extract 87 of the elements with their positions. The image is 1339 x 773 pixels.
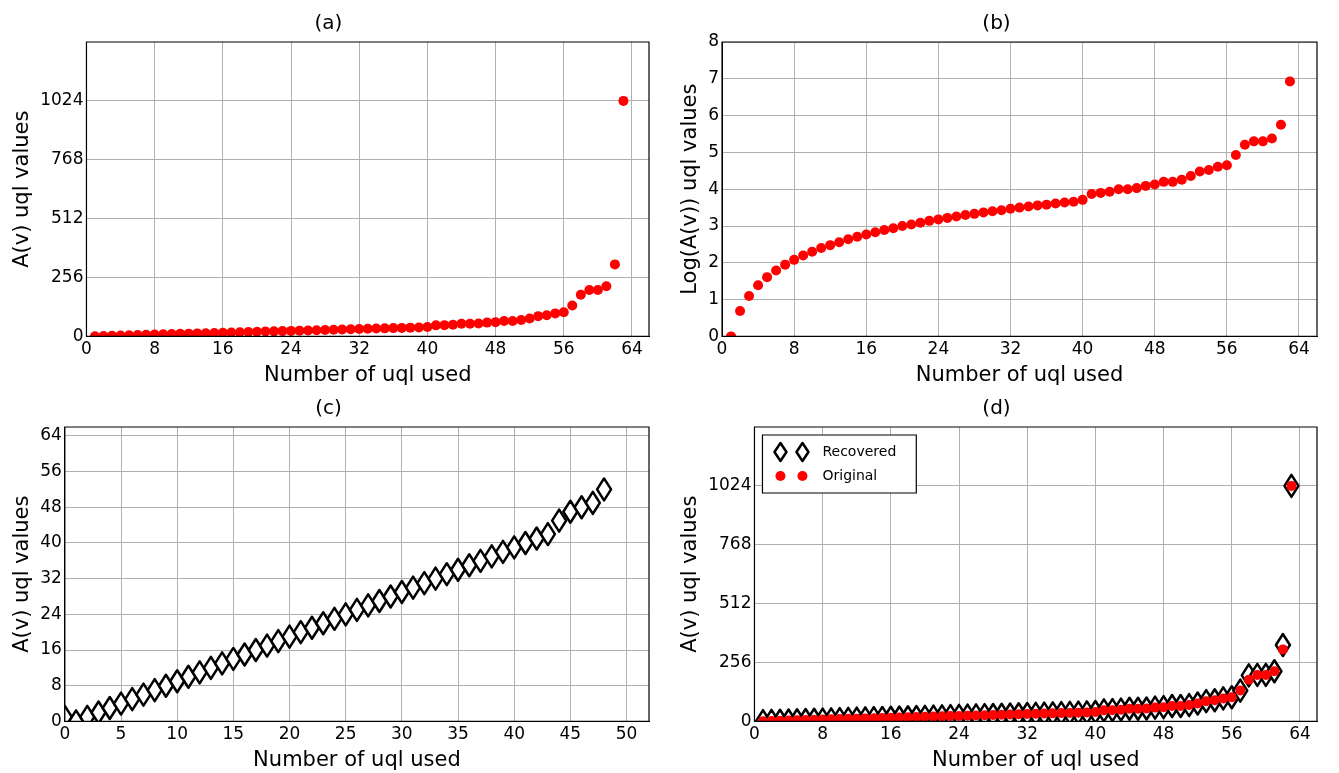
x-tick-label: 48: [1152, 723, 1175, 744]
y-tick-label: 5: [708, 140, 720, 161]
y-tick-label: 4: [708, 177, 720, 198]
y-axis-title: A(v) uql values: [677, 495, 702, 653]
chart-title: (b): [982, 10, 1011, 35]
x-tick-label: 40: [503, 723, 526, 744]
y-tick-label: 1: [708, 288, 720, 309]
x-tick-label: 16: [212, 338, 234, 359]
point: [449, 557, 467, 582]
y-tick-label: 3: [708, 214, 720, 235]
point: [213, 651, 231, 676]
point: [303, 615, 321, 640]
x-axis-title: Number of uql used: [931, 746, 1140, 771]
x-tick-label: 56: [1216, 338, 1238, 359]
x-tick-label: 48: [1143, 338, 1166, 359]
y-tick-label: 48: [40, 495, 62, 516]
x-tick-label: 24: [927, 338, 950, 359]
y-tick-label: 24: [40, 602, 62, 623]
x-axis-title: Number of uql used: [263, 361, 472, 386]
y-tick-label: 512: [51, 207, 84, 228]
x-tick-label: 56: [552, 338, 575, 359]
x-tick-label: 5: [115, 723, 127, 744]
y-tick-label: 16: [40, 638, 62, 659]
point: [314, 611, 332, 636]
x-tick-label: 50: [615, 723, 638, 744]
x-tick-label: 8: [817, 723, 829, 744]
x-tick-label: 16: [855, 338, 878, 359]
x-tick-label: 64: [1288, 338, 1310, 359]
x-tick-label: 64: [1289, 723, 1311, 744]
y-tick-label: 40: [40, 531, 62, 552]
point: [90, 700, 107, 722]
point: [505, 535, 523, 560]
y-axis-title: Log(A(v)) uql values: [677, 83, 702, 295]
chart-title: (c): [315, 395, 342, 420]
y-tick-label: 512: [719, 592, 752, 613]
point: [550, 508, 568, 533]
y-tick-label: 2: [708, 251, 720, 272]
x-axis-title: Number of uql used: [915, 361, 1124, 386]
y-tick-label: 768: [51, 148, 84, 169]
y-tick-label: 7: [708, 67, 720, 88]
x-tick-label: 8: [788, 338, 800, 359]
y-tick-label: 1024: [708, 474, 752, 495]
x-tick-label: 8: [149, 338, 161, 359]
point: [112, 691, 130, 716]
chart-title: (d): [982, 395, 1011, 420]
y-tick-label: 8: [708, 30, 720, 51]
x-tick-label: 10: [166, 723, 188, 744]
point: [168, 669, 186, 694]
y-tick-label: 64: [40, 424, 62, 445]
legend-label: Original: [822, 466, 878, 483]
x-tick-label: 64: [621, 338, 643, 359]
y-tick-label: 0: [51, 709, 62, 730]
x-tick-label: 32: [1016, 723, 1039, 744]
x-tick-label: 40: [1084, 723, 1107, 744]
x-tick-label: 56: [1220, 723, 1243, 744]
x-tick-label: 40: [416, 338, 439, 359]
y-tick-label: 1024: [40, 89, 84, 110]
y-tick-label: 6: [708, 104, 720, 125]
chart-title: (a): [314, 10, 343, 35]
point: [404, 575, 422, 600]
x-tick-label: 24: [280, 338, 302, 359]
x-tick-label: 16: [880, 723, 902, 744]
legend-label: Recovered: [822, 442, 897, 459]
x-tick-label: 25: [334, 723, 357, 744]
y-tick-label: 256: [51, 265, 84, 286]
y-tick-label: 768: [719, 533, 752, 554]
x-tick-label: 32: [348, 338, 371, 359]
x-tick-label: 48: [484, 338, 507, 359]
y-tick-label: 8: [51, 674, 62, 695]
x-tick-label: 15: [222, 723, 245, 744]
x-tick-label: 40: [1071, 338, 1094, 359]
y-tick-label: 32: [40, 567, 62, 588]
x-tick-label: 30: [391, 723, 413, 744]
y-axis-title: A(v) uql values: [9, 495, 34, 653]
point: [258, 633, 276, 658]
x-tick-label: 32: [999, 338, 1022, 359]
y-tick-label: 256: [719, 650, 752, 671]
y-tick-label: 56: [40, 460, 62, 481]
point: [359, 593, 377, 618]
point: [595, 477, 613, 502]
x-axis-title: Number of uql used: [253, 746, 461, 771]
x-tick-label: 24: [948, 723, 970, 744]
x-tick-label: 35: [447, 723, 469, 744]
x-tick-label: 20: [278, 723, 301, 744]
y-axis-title: A(v) uql values: [9, 110, 34, 268]
x-tick-label: 45: [559, 723, 582, 744]
point: [157, 673, 175, 698]
